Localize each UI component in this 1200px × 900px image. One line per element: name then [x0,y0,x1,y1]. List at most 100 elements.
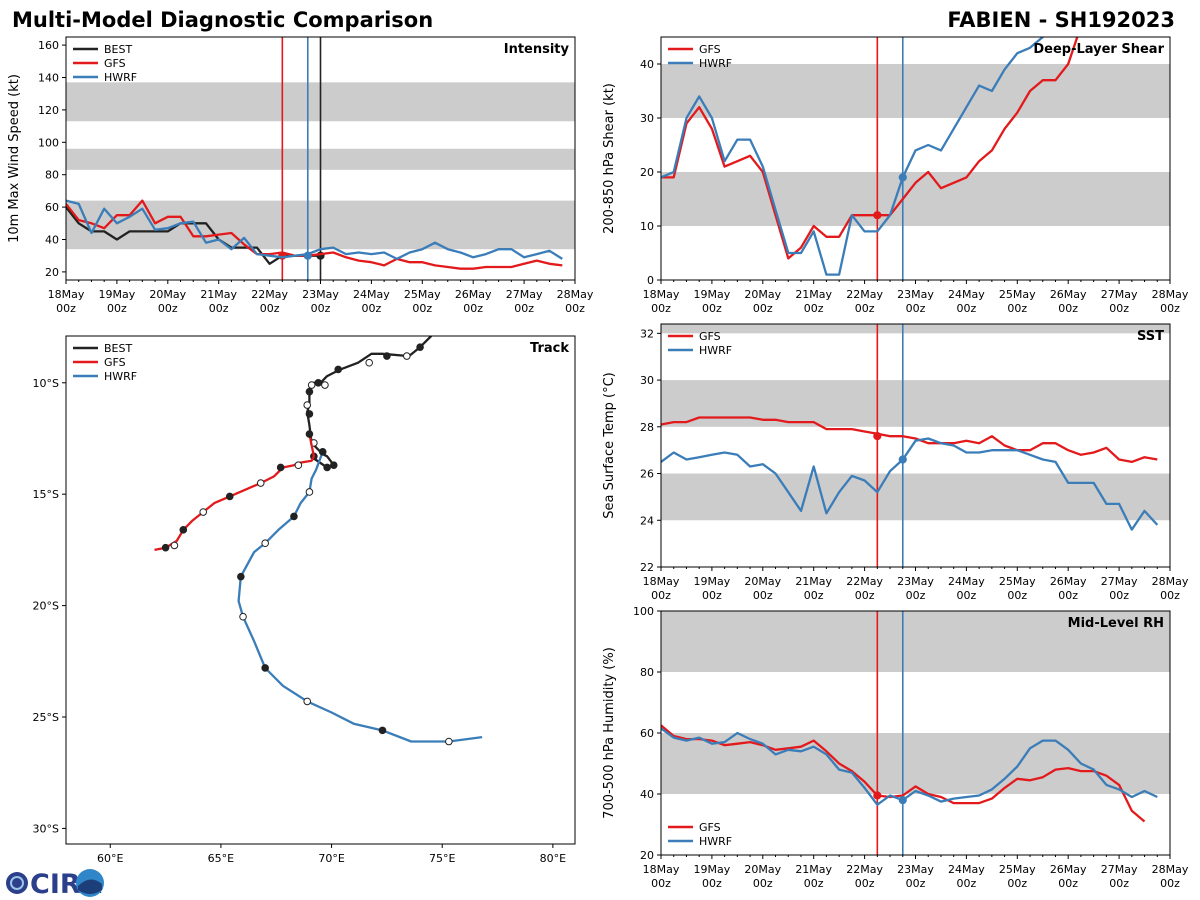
y-tick-label: 26 [640,468,654,481]
series-marker-gfs [276,463,285,472]
series-marker-hwrf [318,448,327,456]
legend-label: HWRF [699,835,732,848]
series-marker-gfs [873,791,882,800]
series-marker-hwrf [261,539,269,548]
panel-title: SST [1137,329,1164,344]
series-line-gfs [661,416,1158,464]
x-tick-hour-label: 00z [56,302,76,315]
y-tick-label: 30°S [33,822,59,835]
x-tick-label: 75°E [429,852,455,865]
series-line-hwrf [66,199,563,261]
series-marker-hwrf [303,697,312,706]
x-tick-date-label: 19May [694,575,731,588]
x-tick-date-label: 20May [744,288,781,301]
x-tick-hour-label: 00z [1058,877,1078,890]
x-tick-hour-label: 00z [311,302,331,315]
x-tick-date-label: 24May [948,863,985,876]
series-marker-gfs [199,508,208,516]
series-marker-best [334,365,343,374]
y-tick-label: 0 [647,274,654,287]
series-line-hwrf [661,37,1045,276]
x-tick-date-label: 28May [1152,863,1189,876]
x-tick-hour-label: 00z [362,302,382,315]
y-tick-label: 80 [45,169,59,182]
shaded-band [661,172,1170,226]
x-tick-date-label: 21May [795,288,832,301]
y-tick-label: 20 [45,266,59,279]
series-marker-hwrf [898,455,907,464]
x-tick-date-label: 24May [948,575,985,588]
shaded-band [661,473,1170,521]
series-marker-hwrf [290,512,298,521]
series-marker-gfs [294,461,303,470]
y-tick-label: 15°S [33,488,59,501]
x-tick-date-label: 22May [846,575,883,588]
shaded-band [661,64,1170,118]
series-marker-best [307,381,316,389]
x-tick-hour-label: 00z [412,302,432,315]
shaded-band [661,611,1170,672]
panel-track: 10°S 15°S 20°S 25°S 30°S 60°E 65°E 70°E 75°E 80°E… [33,335,576,865]
x-tick-date-label: 28May [557,288,594,301]
plot-frame [660,323,1171,568]
x-tick-hour-label: 00z [855,877,875,890]
y-tick-label: 60 [640,727,654,740]
series-marker-best [303,401,312,409]
x-tick-hour-label: 00z [1109,589,1129,602]
y-tick-label: 20°S [33,600,59,613]
series-marker-hwrf [378,726,387,735]
y-axis-label: 700-500 hPa Humidity (%) [602,647,617,819]
x-tick-hour-label: 00z [651,302,671,315]
y-tick-label: 40 [640,58,654,71]
x-tick-hour-label: 00z [906,589,926,602]
x-tick-hour-label: 00z [260,302,280,315]
series-marker-best [323,463,331,472]
y-tick-label: 10°S [33,377,59,390]
series-marker-best [329,461,338,470]
x-tick-date-label: 22May [251,288,288,301]
y-tick-label: 30 [640,112,654,125]
series-marker-hwrf [261,664,269,672]
x-tick-hour-label: 00z [1160,589,1180,602]
x-tick-date-label: 25May [999,288,1036,301]
x-tick-date-label: 23May [897,863,934,876]
y-axis-label: Sea Surface Temp (°C) [602,372,617,519]
y-tick-label: 40 [45,234,59,247]
x-tick-date-label: 23May [302,288,339,301]
plot-frame [660,36,1171,281]
series-marker-hwrf [898,173,907,182]
shaded-band [661,733,1170,794]
x-tick-hour-label: 00z [1058,589,1078,602]
legend-label: HWRF [104,370,137,383]
series-marker-best [305,410,314,418]
x-tick-hour-label: 00z [957,589,977,602]
x-tick-hour-label: 00z [855,589,875,602]
x-tick-label: 65°E [208,852,234,865]
y-tick-label: 10 [640,220,654,233]
y-tick-label: 24 [640,514,654,527]
x-tick-date-label: 27May [1101,863,1138,876]
x-tick-hour-label: 00z [957,877,977,890]
x-tick-hour-label: 00z [514,302,534,315]
series-marker-best [305,387,314,396]
shaded-band [661,380,1170,427]
series-marker-hwrf [898,796,907,805]
y-tick-label: 140 [38,72,59,85]
x-tick-hour-label: 00z [804,302,824,315]
x-tick-hour-label: 00z [158,302,178,315]
x-tick-hour-label: 00z [1007,302,1027,315]
legend-label: GFS [699,330,721,343]
series-line-gfs [661,724,1146,823]
x-tick-date-label: 24May [353,288,390,301]
series-marker-hwrf [445,737,453,746]
x-tick-hour-label: 00z [1007,589,1027,602]
noaa-bird-icon [78,879,102,894]
cira-logo: CIRA [6,869,104,900]
series-marker-gfs [873,211,882,220]
plot-frame [65,335,576,845]
x-tick-date-label: 22May [846,288,883,301]
x-tick-hour-label: 00z [702,877,722,890]
x-tick-date-label: 25May [999,575,1036,588]
x-tick-date-label: 26May [1050,575,1087,588]
series-marker-hwrf [237,572,245,581]
